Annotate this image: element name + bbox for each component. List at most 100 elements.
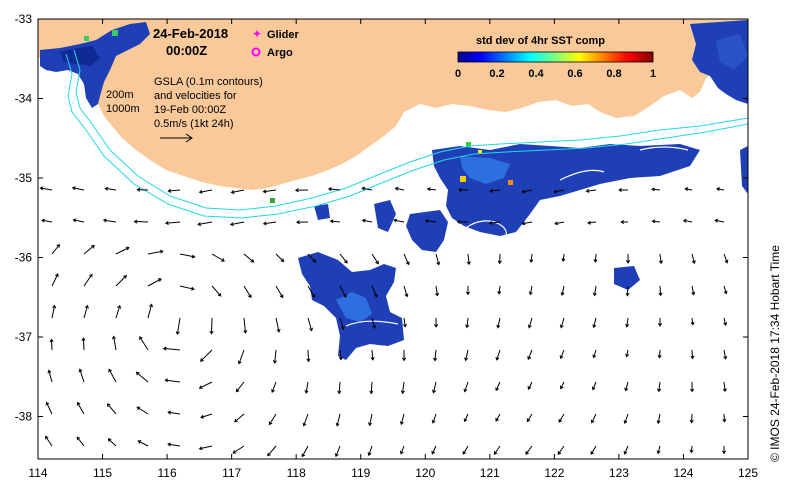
velocity-arrow xyxy=(163,347,181,351)
velocity-arrow xyxy=(79,369,85,383)
velocity-arrow xyxy=(558,413,565,423)
velocity-arrow-head xyxy=(374,293,378,298)
velocity-arrow-head xyxy=(106,403,111,407)
velocity-arrow-head xyxy=(521,221,526,226)
velocity-arrow-head xyxy=(592,292,597,297)
velocity-arrow xyxy=(165,379,181,383)
y-tick-label: -35 xyxy=(15,171,33,185)
velocity-arrow-head xyxy=(41,218,45,223)
velocity-arrow xyxy=(369,413,373,426)
velocity-arrow-head xyxy=(495,387,499,392)
velocity-arrow xyxy=(691,285,695,295)
velocity-arrow-head xyxy=(84,304,89,309)
velocity-arrow-head xyxy=(592,324,597,329)
velocity-arrow xyxy=(624,413,629,424)
velocity-arrow xyxy=(652,220,661,223)
colorbar-tick-label: 0.4 xyxy=(528,68,544,80)
velocity-arrow-head xyxy=(489,188,494,193)
colorbar-tick-label: 0.2 xyxy=(489,68,504,80)
velocity-arrow-head xyxy=(76,436,81,441)
velocity-arrow xyxy=(147,250,163,255)
velocity-arrow-head xyxy=(405,261,410,266)
velocity-arrow-head xyxy=(497,290,502,295)
velocity-arrow xyxy=(522,221,533,225)
velocity-arrow xyxy=(594,285,597,296)
velocity-arrow xyxy=(723,413,725,422)
velocity-arrow xyxy=(211,285,222,297)
velocity-arrow xyxy=(527,349,533,360)
velocity-arrow-head xyxy=(587,220,592,225)
velocity-arrow-head xyxy=(424,218,429,223)
velocity-arrow xyxy=(275,253,284,262)
velocity-arrow xyxy=(657,445,661,454)
gsla-contours xyxy=(345,146,689,327)
velocity-arrow xyxy=(691,253,695,264)
velocity-arrow-head xyxy=(721,450,727,455)
velocity-arrow-head xyxy=(302,422,307,427)
velocity-arrow xyxy=(659,253,662,264)
x-tick-label: 114 xyxy=(28,466,47,480)
velocity-arrow-head xyxy=(456,219,461,224)
velocity-arrow xyxy=(427,188,437,191)
velocity-arrow-head xyxy=(394,186,399,191)
velocity-arrow-head xyxy=(527,356,532,360)
velocity-arrow-head xyxy=(108,368,112,373)
velocity-arrow-head xyxy=(91,244,95,249)
colorbar-tick-label: 0 xyxy=(455,68,461,80)
velocity-arrow-head xyxy=(399,450,404,455)
velocity-arrow-head xyxy=(590,451,595,455)
velocity-arrow xyxy=(271,381,277,393)
velocity-arrow xyxy=(339,349,342,360)
gsla-note: GSLA (0.1m contours) and velocities for … xyxy=(154,76,263,143)
velocity-arrow-head xyxy=(690,388,695,393)
velocity-arrow xyxy=(435,285,438,296)
velocity-arrow xyxy=(108,438,117,447)
colorbar-gradient xyxy=(457,51,654,63)
velocity-arrow-head xyxy=(722,418,727,423)
velocity-arrow xyxy=(691,317,694,325)
velocity-arrow xyxy=(362,187,373,191)
velocity-arrow-head xyxy=(243,330,248,334)
velocity-arrow xyxy=(274,349,277,364)
velocity-arrow xyxy=(48,370,53,383)
velocity-arrow-head xyxy=(247,294,252,299)
velocity-arrow xyxy=(560,349,565,359)
velocity-arrow xyxy=(115,247,130,255)
velocity-arrow xyxy=(464,381,469,392)
velocity-arrow xyxy=(560,317,565,328)
velocity-arrow-head xyxy=(465,324,470,329)
legend-argo: Argo xyxy=(251,47,293,59)
velocity-arrow xyxy=(199,445,213,450)
velocity-arrow-head xyxy=(689,449,694,454)
glider-icon: ✦ xyxy=(252,27,262,41)
velocity-arrow-head xyxy=(526,418,531,423)
velocity-arrow-head xyxy=(625,353,630,358)
velocity-arrow-head xyxy=(402,323,407,328)
velocity-arrow xyxy=(691,349,694,359)
velocity-arrow-head xyxy=(229,222,234,227)
velocity-arrow xyxy=(165,221,181,224)
velocity-arrow xyxy=(493,445,501,455)
velocity-arrow-head xyxy=(626,259,631,264)
velocity-arrow xyxy=(467,253,470,265)
velocity-arrow-head xyxy=(690,355,695,360)
velocity-arrow-head xyxy=(657,388,662,393)
velocity-arrow-head xyxy=(232,450,237,454)
velocity-arrow xyxy=(134,221,149,223)
velocity-arrow-head xyxy=(462,450,467,455)
velocity-arrow-head xyxy=(167,188,172,193)
velocity-arrow xyxy=(113,336,117,351)
velocity-arrow-head xyxy=(367,452,372,457)
velocity-arrow xyxy=(593,317,597,328)
velocity-arrow xyxy=(626,285,629,296)
velocity-arrow xyxy=(108,369,117,383)
velocity-arrow xyxy=(176,317,181,335)
scale-arrow-head xyxy=(185,133,193,143)
velocity-arrow xyxy=(105,187,117,191)
velocity-arrow-head xyxy=(49,338,54,343)
velocity-arrow xyxy=(557,445,565,455)
velocity-arrow-head xyxy=(311,294,316,299)
x-tick-label: 122 xyxy=(544,466,564,480)
colorbar: std dev of 4hr SST comp 0 0.2 0.4 0.6 0.8 1 xyxy=(455,35,656,80)
